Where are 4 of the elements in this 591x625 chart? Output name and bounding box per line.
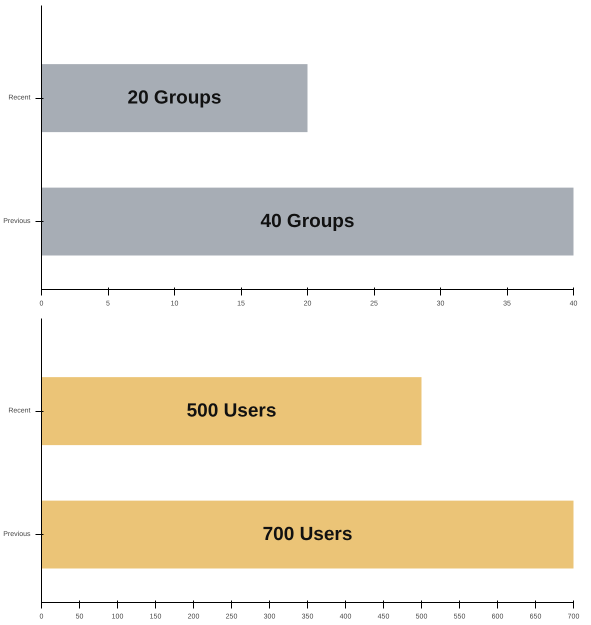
data-label: 500 Users: [186, 400, 276, 422]
data-label: 20 Groups: [128, 88, 222, 109]
data-label: 40 Groups: [260, 211, 354, 232]
data-label: 700 Users: [262, 524, 352, 546]
